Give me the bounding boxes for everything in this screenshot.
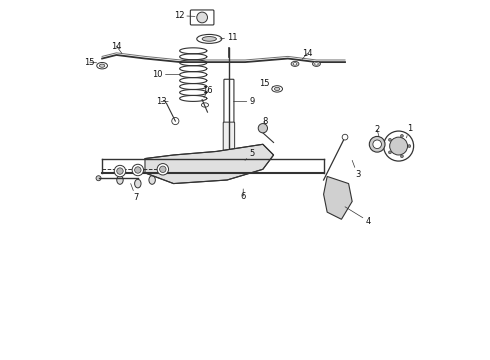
Circle shape [389, 151, 392, 154]
Circle shape [400, 155, 403, 158]
Text: 6: 6 [241, 189, 246, 201]
Circle shape [197, 12, 207, 23]
Circle shape [390, 137, 408, 155]
Ellipse shape [291, 62, 299, 66]
Text: 12: 12 [173, 11, 195, 20]
Text: 16: 16 [202, 86, 213, 98]
Text: 9: 9 [234, 97, 255, 106]
Ellipse shape [149, 176, 155, 184]
Text: 5: 5 [245, 149, 255, 160]
Circle shape [157, 163, 169, 175]
Text: 10: 10 [152, 70, 180, 79]
Text: 2: 2 [374, 126, 380, 136]
Ellipse shape [274, 87, 280, 90]
Circle shape [369, 136, 385, 152]
Circle shape [342, 134, 348, 140]
Ellipse shape [202, 37, 217, 41]
Circle shape [114, 165, 126, 177]
Circle shape [258, 123, 268, 133]
Circle shape [160, 166, 166, 172]
Ellipse shape [135, 179, 141, 188]
Ellipse shape [99, 64, 105, 67]
Ellipse shape [197, 35, 222, 43]
Text: 11: 11 [220, 33, 238, 42]
Polygon shape [323, 176, 352, 219]
Polygon shape [145, 144, 273, 184]
Circle shape [135, 167, 141, 173]
Text: 1: 1 [407, 124, 412, 138]
Ellipse shape [117, 176, 123, 184]
Circle shape [96, 176, 101, 181]
FancyBboxPatch shape [190, 10, 214, 25]
Text: 15: 15 [259, 79, 273, 88]
FancyBboxPatch shape [223, 122, 235, 156]
Text: 4: 4 [345, 207, 371, 226]
FancyBboxPatch shape [224, 79, 234, 123]
Text: 14: 14 [111, 41, 122, 53]
Text: 8: 8 [262, 117, 268, 126]
Ellipse shape [293, 63, 297, 65]
Circle shape [400, 134, 403, 137]
Ellipse shape [97, 63, 107, 69]
Text: 15: 15 [84, 58, 97, 67]
Text: 13: 13 [156, 97, 168, 106]
Circle shape [172, 117, 179, 125]
Text: 14: 14 [302, 49, 313, 59]
Circle shape [132, 164, 144, 176]
Ellipse shape [272, 86, 283, 92]
Circle shape [384, 131, 414, 161]
Circle shape [389, 138, 392, 141]
Circle shape [117, 168, 123, 174]
Text: 3: 3 [352, 160, 360, 179]
Circle shape [408, 145, 411, 148]
Text: 7: 7 [131, 184, 139, 202]
Circle shape [373, 140, 381, 149]
Ellipse shape [315, 63, 318, 65]
Ellipse shape [201, 103, 209, 107]
Ellipse shape [313, 62, 320, 66]
